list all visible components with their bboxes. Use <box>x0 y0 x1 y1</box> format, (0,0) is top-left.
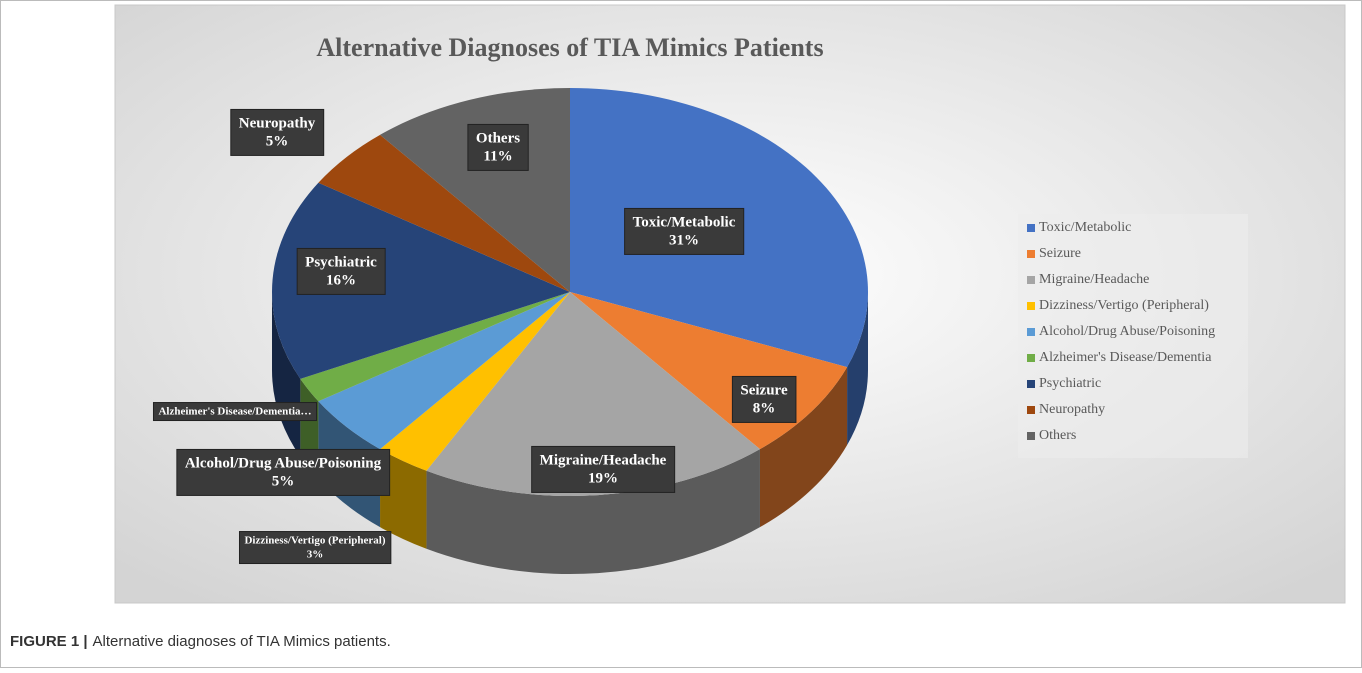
legend-label: Psychiatric <box>1039 376 1101 391</box>
chart-title: Alternative Diagnoses of TIA Mimics Pati… <box>316 33 823 62</box>
data-label-value: 11% <box>483 148 512 164</box>
data-label-box <box>624 207 745 255</box>
legend-label: Toxic/Metabolic <box>1039 220 1131 235</box>
data-label-name: Alzheimer's Disease/Dementia… <box>158 406 311 418</box>
slice <box>318 292 570 450</box>
data-label-value: 8% <box>753 400 776 416</box>
legend-swatch <box>1027 328 1035 336</box>
slice <box>272 182 570 379</box>
legend-label: Neuropathy <box>1039 402 1105 417</box>
data-label: Alcohol/Drug Abuse/Poisoning 5% <box>176 448 391 496</box>
caption: FIGURE 1 | Alternative diagnoses of TIA M… <box>10 633 391 650</box>
legend-swatch <box>1027 354 1035 362</box>
data-label-name: Alcohol/Drug Abuse/Poisoning <box>185 455 382 471</box>
slice-side <box>380 449 427 549</box>
legend-swatch <box>1027 302 1035 310</box>
data-label: Seizure 8% <box>731 375 797 423</box>
legend-swatch <box>1027 406 1035 414</box>
data-label-value: 31% <box>669 232 699 248</box>
legend-label: Seizure <box>1039 246 1081 261</box>
data-label-name: Dizziness/Vertigo (Peripheral) <box>244 535 385 547</box>
slice <box>300 292 570 402</box>
data-label-box <box>230 108 325 156</box>
data-label-name: Neuropathy <box>239 115 316 131</box>
data-label-box <box>238 531 392 565</box>
data-label-name: Seizure <box>740 382 788 398</box>
data-label: Migraine/Headache 19% <box>531 445 676 493</box>
data-label: Neuropathy 5% <box>230 108 325 156</box>
data-label: Alzheimer's Disease/Dementia… <box>152 402 318 422</box>
legend-label: Alzheimer's Disease/Dementia <box>1039 350 1212 365</box>
caption-text: Alternative diagnoses of TIA Mimics pati… <box>93 633 391 650</box>
legend-swatch <box>1027 432 1035 440</box>
caption-label: FIGURE 1 | <box>10 633 88 650</box>
data-label: Toxic/Metabolic 31% <box>624 207 745 255</box>
data-label-box <box>731 375 797 423</box>
data-label-box <box>467 123 529 171</box>
data-label-name: Toxic/Metabolic <box>633 214 736 230</box>
data-label: Psychiatric 16% <box>296 247 386 295</box>
data-label-name: Migraine/Headache <box>540 452 667 468</box>
data-labels: Toxic/Metabolic 31% Seizure 8% Migraine/Head… <box>152 108 797 565</box>
pie <box>272 88 868 574</box>
legend-label: Alcohol/Drug Abuse/Poisoning <box>1039 324 1215 339</box>
slice <box>318 134 570 292</box>
legend-swatch <box>1027 250 1035 258</box>
data-label-box <box>296 247 386 295</box>
slice-side <box>426 449 760 574</box>
data-label-value: 16% <box>326 272 356 288</box>
legend: Toxic/Metabolic Seizure Migraine/Headache D… <box>1027 220 1215 443</box>
legend-swatch <box>1027 276 1035 284</box>
legend-label: Migraine/Headache <box>1039 272 1149 287</box>
data-label: Others 11% <box>467 123 529 171</box>
data-label: Dizziness/Vertigo (Peripheral) 3% <box>238 531 392 565</box>
slice-side <box>759 367 848 528</box>
data-label-box <box>176 448 391 496</box>
slice-side <box>847 292 868 446</box>
data-label-box <box>531 445 676 493</box>
data-label-name: Psychiatric <box>305 254 377 270</box>
legend-swatch <box>1027 224 1035 232</box>
data-label-value: 3% <box>307 549 324 561</box>
slice <box>426 292 760 496</box>
data-label-name: Others <box>476 130 520 146</box>
data-label-value: 5% <box>266 133 289 149</box>
legend-label: Dizziness/Vertigo (Peripheral) <box>1039 298 1209 313</box>
slice <box>380 292 570 471</box>
data-label-box <box>152 402 318 422</box>
data-label-value: 5% <box>272 473 295 489</box>
data-label-value: 19% <box>588 470 618 486</box>
legend-swatch <box>1027 380 1035 388</box>
legend-box <box>1018 214 1248 458</box>
legend-label: Others <box>1039 428 1076 443</box>
